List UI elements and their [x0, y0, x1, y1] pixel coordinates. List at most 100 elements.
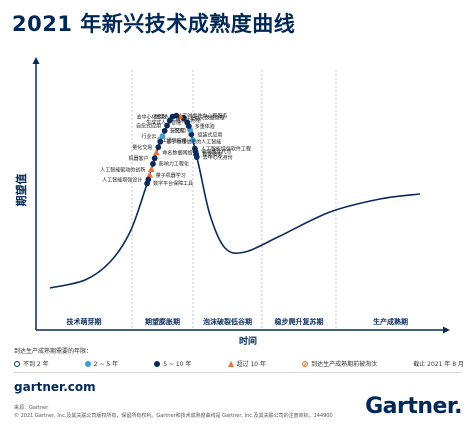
site-url[interactable]: gartner.com — [14, 380, 96, 394]
point-label: 员工通信应用 — [157, 137, 187, 144]
point-marker — [184, 119, 191, 126]
phase-labels: 技术萌芽期 期望膨胀期 泡沫破裂低谷期 稳步爬升复苏期 生产成熟期 — [67, 317, 409, 326]
y-axis-arrow — [32, 57, 40, 64]
gartner-logo: Gartner. — [365, 394, 462, 419]
orange-triangle-icon — [227, 360, 234, 367]
chart-title: 2021 年新兴技术成熟度曲线 — [12, 12, 296, 36]
dark-blue-circle-icon — [154, 360, 161, 367]
point-label: 组装式应用 — [197, 131, 222, 138]
technology-point: 组装式应用 — [188, 131, 222, 138]
point-label: 去中心化身份 — [203, 154, 233, 161]
point-marker — [164, 122, 170, 129]
point-marker — [161, 127, 168, 134]
point-marker — [159, 133, 166, 140]
point-marker — [151, 155, 158, 162]
legend: 到达生产成熟期需要的年限： 不到 2 年 2 ~ 5 年 5 ~ 10 年 超过… — [14, 346, 464, 368]
technology-point: 生成式人工智能 — [146, 119, 191, 126]
technology-point: 量化交易 — [132, 144, 162, 151]
phase-label: 生产成熟期 — [373, 317, 408, 326]
source-line-2: © 2021 Gartner, Inc.及其关联公司版权所有，保留所有权利。Ga… — [14, 413, 333, 419]
point-marker — [146, 171, 154, 178]
point-label: 人工智能驱动的创新 — [100, 166, 145, 173]
legend-label-over-10: 超过 10 年 — [236, 361, 267, 368]
legend-item-over-10: 超过 10 年 — [227, 359, 267, 368]
legend-label-under-2: 不到 2 年 — [23, 361, 49, 368]
point-label: 量子机器学习 — [156, 172, 186, 179]
legend-as-of: 截止 2021 年 8 月 — [413, 361, 464, 368]
y-axis-label: 期望值 — [14, 174, 28, 207]
hype-curve — [49, 114, 421, 289]
technology-point: 无密钥 — [161, 127, 186, 135]
white-circle-icon — [14, 360, 20, 367]
source-note: 来源：Gartner © 2021 Gartner, Inc.及其关联公司版权所… — [14, 404, 333, 420]
point-label: 自愈式应用 — [136, 122, 161, 129]
point-label: 基于物理信息的人工智能 — [166, 139, 221, 146]
point-label: 非同质化代币 — [202, 148, 232, 155]
point-label: 无密钥 — [171, 128, 186, 135]
point-marker — [193, 154, 200, 161]
point-label: 数字平台保障工具 — [153, 180, 193, 187]
point-marker — [152, 149, 160, 156]
technology-point: 员工通信应用 — [157, 137, 196, 144]
phase-label: 泡沫破裂低谷期 — [203, 317, 252, 326]
point-label: 主动元数据管理 — [190, 115, 225, 122]
light-blue-circle-icon — [84, 360, 91, 367]
technology-point: 数字平台保障工具 — [144, 180, 193, 187]
point-label: 多重体验 — [195, 123, 215, 130]
technology-point: 行业云 — [141, 133, 166, 140]
point-label: 实时事件中心即服务 — [182, 112, 227, 119]
technology-point: 命名数据网络 — [152, 149, 192, 157]
phase-label: 稳步爬升复苏期 — [275, 317, 324, 326]
point-label: 数字人类 — [154, 113, 174, 120]
point-label: 量化交易 — [132, 144, 152, 151]
point-marker — [176, 112, 184, 120]
technology-point: 自愈式应用 — [136, 122, 170, 129]
phase-label: 期望膨胀期 — [145, 317, 180, 326]
footer-divider — [14, 372, 462, 373]
point-marker — [157, 138, 164, 145]
technology-point: 人工智能增强设计 — [102, 176, 152, 183]
point-label: 人工智能增强软件工程 — [201, 145, 251, 152]
technology-point: 人工智能驱动的创新 — [100, 165, 155, 173]
point-label: 命名数据网络 — [162, 150, 192, 157]
point-marker — [144, 180, 151, 187]
point-label: 机器客户 — [129, 155, 149, 162]
technology-point: 基于物理信息的人工智能 — [157, 139, 221, 146]
technology-point: 组装式网络 — [166, 117, 201, 124]
source-line-1: 来源：Gartner — [14, 405, 49, 411]
legend-label-5-10: 5 ~ 10 年 — [163, 361, 192, 368]
point-marker — [188, 131, 195, 138]
technology-point: 量子机器学习 — [146, 171, 186, 179]
obsolete-icon — [302, 360, 309, 367]
point-label: 去中心化金融 — [137, 114, 167, 121]
legend-item-under-2: 不到 2 年 — [14, 359, 49, 368]
hype-cycle-chart: 期望值 时间 技术萌芽期 期望膨胀期 泡沫破裂低谷期 稳步爬升复苏期 生产成熟期 人工智… — [14, 57, 450, 345]
technology-point: 机器客户 — [129, 155, 158, 162]
point-marker — [150, 160, 156, 167]
legend-item-5-10: 5 ~ 10 年 — [154, 359, 191, 368]
x-axis-label: 时间 — [239, 335, 257, 345]
point-marker — [166, 117, 173, 124]
point-label: 数据编织 — [202, 151, 222, 158]
point-marker — [147, 165, 155, 173]
legend-item-2-5: 2 ~ 5 年 — [84, 359, 119, 368]
technology-point: 影响力工程化 — [150, 161, 189, 168]
point-marker — [189, 137, 196, 144]
legend-heading: 到达生产成熟期需要的年限： — [14, 348, 93, 355]
phase-dividers — [131, 70, 337, 328]
point-label: 行业云 — [141, 133, 156, 140]
legend-label-2-5: 2 ~ 5 年 — [93, 361, 119, 368]
legend-label-obsolete: 到达生产成熟期前被淘汰 — [311, 361, 378, 368]
point-marker — [155, 144, 162, 151]
technology-point: 去中心化身份 — [193, 154, 233, 161]
legend-row: 不到 2 年 2 ~ 5 年 5 ~ 10 年 超过 10 年 到达生产成熟期前… — [14, 359, 464, 368]
point-label: 主权云 — [169, 127, 184, 134]
legend-item-obsolete: 到达生产成熟期前被淘汰 — [302, 359, 377, 368]
x-axis-arrow — [443, 326, 450, 334]
technology-point: 数字人类 — [154, 112, 184, 120]
point-label: 影响力工程化 — [159, 161, 189, 168]
point-label: 组装式网络 — [176, 117, 201, 124]
point-label: 人工智能增强设计 — [102, 176, 142, 183]
phase-label: 技术萌芽期 — [67, 317, 102, 326]
